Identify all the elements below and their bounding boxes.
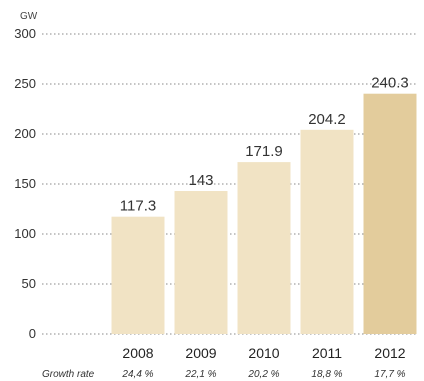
bar-2008 xyxy=(111,216,165,334)
data-label-2008: 117.3 xyxy=(120,198,156,215)
bar-2011 xyxy=(300,129,354,334)
x-tick-label-2012: 2012 xyxy=(374,345,405,361)
grid-lines xyxy=(42,33,418,335)
growth-rate-2010: 20,2 % xyxy=(247,369,279,380)
y-tick-label-150: 150 xyxy=(14,176,36,191)
data-label-2010: 171.9 xyxy=(245,143,283,160)
x-tick-label-2009: 2009 xyxy=(185,345,216,361)
growth-rate-2011: 18,8 % xyxy=(311,369,342,380)
bar-2010 xyxy=(237,162,291,334)
y-tick-label-300: 300 xyxy=(14,26,36,41)
bars xyxy=(111,93,417,334)
data-label-2012: 240.3 xyxy=(371,75,409,92)
growth-rate-2008: 24,4 % xyxy=(121,369,153,380)
x-tick-labels: 2008 2009 2010 2011 2012 xyxy=(122,345,405,361)
growth-rate-2012: 17,7 % xyxy=(374,369,405,380)
y-tick-label-250: 250 xyxy=(14,76,36,91)
y-axis-unit: GW xyxy=(20,11,38,22)
y-tick-label-100: 100 xyxy=(14,226,36,241)
y-tick-label-50: 50 xyxy=(22,276,36,291)
bar-2009 xyxy=(174,191,228,334)
growth-rate-label: Growth rate xyxy=(42,369,95,380)
x-tick-label-2011: 2011 xyxy=(312,345,342,361)
data-labels: 117.3 143 171.9 204.2 240.3 xyxy=(120,75,409,215)
y-tick-label-200: 200 xyxy=(14,126,36,141)
y-tick-labels: 0 50 100 150 200 250 300 xyxy=(14,26,36,341)
data-label-2009: 143 xyxy=(188,172,213,189)
x-tick-label-2010: 2010 xyxy=(248,345,279,361)
x-tick-label-2008: 2008 xyxy=(122,345,153,361)
data-label-2011: 204.2 xyxy=(308,111,346,128)
growth-rate-2009: 22,1 % xyxy=(184,369,216,380)
y-tick-label-0: 0 xyxy=(29,326,36,341)
bar-2012 xyxy=(363,93,417,334)
growth-rate-values: 24,4 % 22,1 % 20,2 % 18,8 % 17,7 % xyxy=(121,369,405,380)
